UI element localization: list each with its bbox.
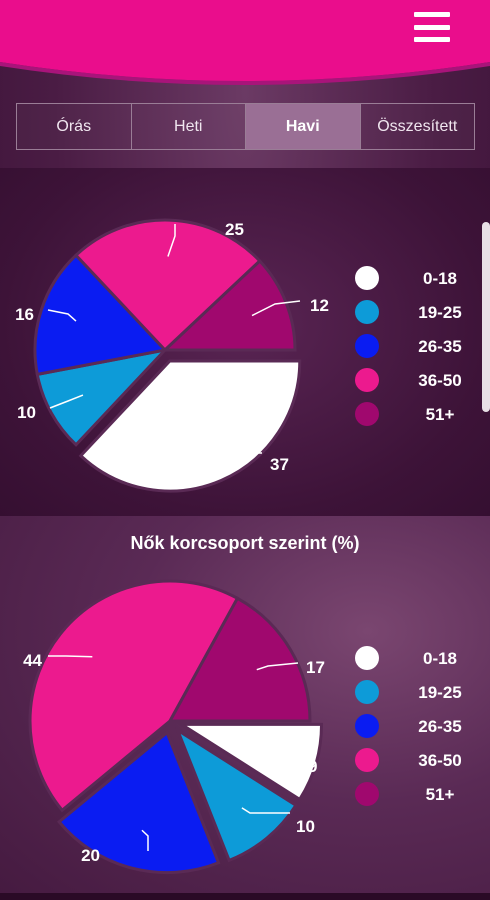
tab-osszesitett[interactable]: Összesített <box>377 117 458 135</box>
leader-line <box>48 655 93 658</box>
data-label: 9 <box>308 757 317 776</box>
data-label: 20 <box>81 846 100 865</box>
leader-line <box>167 224 176 257</box>
legend-swatch <box>355 368 379 392</box>
legend-label: 19-25 <box>418 303 461 322</box>
legend-swatch <box>355 646 379 670</box>
data-label: 12 <box>310 296 329 315</box>
pie-slice-36-50[interactable] <box>28 579 240 813</box>
legend-label: 0-18 <box>423 269 457 288</box>
legend-label: 51+ <box>426 785 455 804</box>
legend-label: 26-35 <box>418 337 461 356</box>
menu-bar <box>414 37 450 42</box>
pie-slice-19-25[interactable] <box>35 347 170 447</box>
data-label: 17 <box>306 658 325 677</box>
leader-line <box>206 446 262 454</box>
bottom-edge <box>0 893 490 900</box>
chart-title: Nők korcsoport szerint (%) <box>130 533 360 553</box>
chart-panel-1: 37 10 16 25 12 0-18 19-25 26-35 36-50 51+ <box>0 168 490 516</box>
tab-heti[interactable]: Heti <box>132 104 246 149</box>
legend-swatch <box>355 402 379 426</box>
pie-slice-26-35[interactable] <box>57 730 221 875</box>
leader-line <box>251 300 301 317</box>
data-label: 44 <box>23 651 42 670</box>
legend-swatch <box>355 300 379 324</box>
legend-swatch <box>355 782 379 806</box>
data-label: 16 <box>15 305 34 324</box>
app-header <box>0 0 490 90</box>
header-shape <box>0 0 490 85</box>
data-label: 37 <box>270 455 289 474</box>
data-label: 10 <box>17 403 36 422</box>
pie-slice-36-50[interactable] <box>73 218 262 353</box>
legend-label: 51+ <box>426 405 455 424</box>
legend-swatch <box>355 334 379 358</box>
scrollbar[interactable] <box>482 222 490 412</box>
legend-label: 0-18 <box>423 649 457 668</box>
legend-label: 26-35 <box>418 717 461 736</box>
legend-swatch <box>355 266 379 290</box>
chart-panel-2: Nők korcsoport szerint (%) 9 10 20 44 17 0-18… <box>0 516 490 900</box>
legend-swatch <box>355 714 379 738</box>
pie-slice-51+[interactable] <box>167 596 312 723</box>
data-label: 25 <box>225 220 244 239</box>
leader-line <box>241 807 290 814</box>
leader-line <box>49 394 84 409</box>
leader-line <box>141 829 149 851</box>
data-label: 10 <box>296 817 315 836</box>
menu-bar <box>414 24 450 30</box>
pie-slice-19-25[interactable] <box>174 726 298 863</box>
tab-oras[interactable]: Órás <box>17 104 132 149</box>
pie-chart-2: 9 10 20 44 17 0-18 19-25 26-35 36-50 51+ <box>23 579 462 875</box>
pie-slice-0-18[interactable] <box>176 722 324 802</box>
period-tabs: Órás Heti Havi Összesített <box>16 103 475 150</box>
legend-swatch <box>355 680 379 704</box>
legend-label: 36-50 <box>418 371 461 390</box>
pie-chart-1: 37 10 16 25 12 0-18 19-25 26-35 36-50 51+ <box>15 218 462 493</box>
leader-line <box>256 662 299 671</box>
legend-swatch <box>355 748 379 772</box>
tab-havi[interactable]: Havi <box>246 104 361 149</box>
pie-slice-26-35[interactable] <box>33 253 168 377</box>
pie-slice-0-18[interactable] <box>78 359 302 493</box>
legend-label: 36-50 <box>418 751 461 770</box>
menu-bar <box>414 12 450 17</box>
hamburger-menu-icon[interactable] <box>414 12 450 42</box>
legend-label: 19-25 <box>418 683 461 702</box>
leader-line <box>278 751 301 757</box>
leader-line <box>47 309 77 322</box>
